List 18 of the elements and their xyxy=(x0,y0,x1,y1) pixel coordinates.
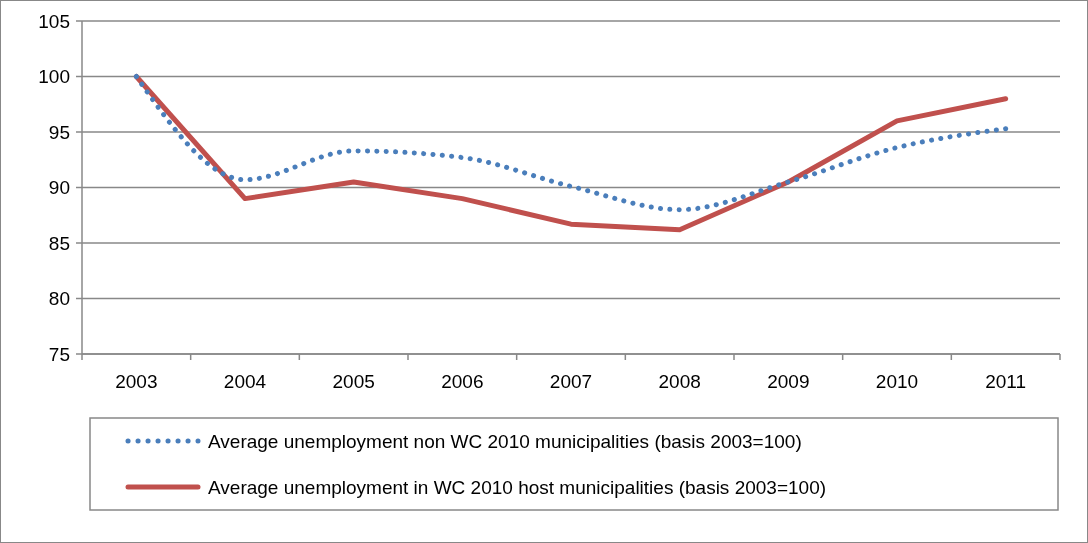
legend-label: Average unemployment in WC 2010 host municipalities (basis 2003=100) xyxy=(208,476,827,498)
y-tick-label: 80 xyxy=(48,288,70,310)
x-tick-label: 2010 xyxy=(875,371,919,392)
legend-label: Average unemployment non WC 2010 municipalities (basis 2003=100) xyxy=(208,430,802,452)
y-tick-label: 100 xyxy=(38,66,70,88)
x-tick-label: 2009 xyxy=(767,371,810,392)
x-tick-label: 2005 xyxy=(332,371,375,392)
x-tick-label: 2011 xyxy=(985,371,1027,392)
x-tick-label: 2003 xyxy=(115,371,158,392)
y-tick-label: 75 xyxy=(48,343,70,365)
y-tick-label: 85 xyxy=(48,232,70,254)
x-tick-label: 2007 xyxy=(549,371,593,392)
y-tick-label: 95 xyxy=(48,121,70,143)
x-tick-label: 2004 xyxy=(223,371,267,392)
y-tick-label: 90 xyxy=(48,177,70,199)
x-tick-label: 2008 xyxy=(658,371,701,392)
y-tick-label: 105 xyxy=(38,10,70,32)
x-tick-label: 2006 xyxy=(441,371,484,392)
